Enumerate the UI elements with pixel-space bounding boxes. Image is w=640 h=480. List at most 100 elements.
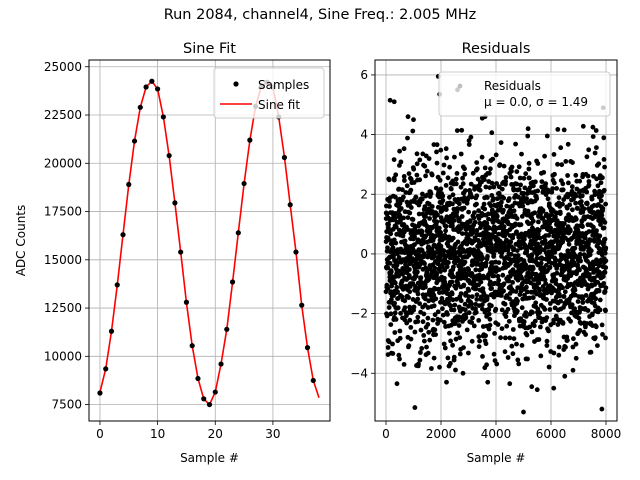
residual-point [548, 260, 554, 266]
residual-point [450, 342, 455, 348]
residual-point [587, 252, 593, 258]
residual-point [387, 199, 392, 204]
residual-point [415, 314, 421, 320]
residual-point [571, 336, 576, 342]
residual-point [386, 305, 392, 310]
residual-point [600, 332, 605, 337]
residual-point [584, 154, 590, 160]
residual-point [599, 322, 605, 328]
residual-point [441, 319, 447, 325]
residual-point [590, 134, 596, 140]
residual-point [575, 206, 580, 211]
residual-point [406, 273, 412, 278]
residual-point [570, 207, 575, 213]
residual-point [592, 150, 598, 156]
residual-point [447, 330, 452, 336]
residual-point [535, 306, 541, 312]
residual-point [521, 191, 527, 196]
residual-point [569, 184, 575, 190]
residual-point [390, 245, 396, 251]
residual-point [599, 212, 605, 218]
sample-point [206, 401, 213, 408]
sample-point [155, 86, 161, 92]
y-tick-label: −4 [350, 366, 368, 380]
residual-point [551, 239, 557, 244]
residual-point [600, 175, 605, 181]
residual-point [526, 175, 532, 181]
residual-point [423, 292, 429, 298]
residual-point [497, 162, 503, 168]
residual-point [534, 255, 540, 261]
sample-point [183, 299, 190, 305]
residual-point [507, 296, 512, 302]
residual-point [474, 228, 480, 233]
residual-point [397, 213, 403, 218]
residual-point [420, 319, 426, 325]
residual-point [472, 219, 478, 225]
sample-point [247, 137, 253, 143]
residual-point [397, 356, 402, 362]
residual-point [396, 268, 402, 274]
residual-point [515, 285, 521, 291]
residual-point [525, 133, 531, 139]
residual-point [462, 166, 467, 172]
residual-point [483, 333, 488, 339]
residual-point [466, 310, 472, 316]
residual-point [560, 239, 566, 245]
residual-point [573, 200, 578, 206]
residual-point [506, 318, 512, 324]
residual-point [425, 350, 431, 356]
sample-point [224, 326, 230, 332]
residual-point [602, 250, 608, 256]
residual-point [566, 180, 571, 186]
residual-point [509, 164, 515, 170]
residual-point [536, 219, 541, 225]
residual-point [553, 257, 558, 263]
residual-point [434, 160, 440, 166]
residual-point [480, 306, 485, 312]
residual-point [562, 221, 567, 227]
residual-point [551, 180, 557, 186]
residual-point [580, 239, 586, 245]
residual-point [539, 179, 545, 185]
residual-point [483, 341, 489, 347]
residual-point [450, 201, 455, 207]
residual-point [602, 289, 608, 295]
residual-point [544, 133, 550, 139]
residual-point [546, 233, 551, 238]
residual-point [573, 193, 579, 199]
residual-point [491, 196, 496, 202]
residual-point [418, 350, 423, 355]
residual-point [438, 299, 443, 305]
residual-point [422, 338, 427, 344]
residual-point [557, 293, 562, 299]
residual-point [398, 310, 403, 316]
residual-point [469, 338, 475, 344]
x-tick-label: 0 [96, 427, 104, 441]
residual-point [491, 273, 497, 279]
residual-point [470, 315, 475, 321]
residual-point [568, 318, 573, 324]
residual-point [420, 151, 426, 157]
residual-outlier-point [391, 99, 397, 105]
x-tick-label: 0 [382, 427, 390, 441]
residual-point [545, 196, 551, 202]
residual-point [511, 208, 517, 214]
residual-point [431, 292, 437, 298]
residual-point [593, 296, 599, 302]
residual-point [584, 201, 590, 207]
residual-point [494, 361, 500, 367]
residual-point [560, 201, 565, 207]
residual-point [536, 228, 542, 233]
residual-point [419, 196, 425, 202]
residual-point [460, 231, 465, 237]
residual-point [546, 364, 552, 370]
residual-point [422, 204, 428, 210]
residual-point [547, 265, 553, 270]
residual-point [565, 337, 570, 343]
residual-outlier-point [405, 114, 411, 120]
residual-point [460, 181, 466, 187]
residual-point [508, 251, 514, 257]
residual-point [483, 260, 489, 266]
